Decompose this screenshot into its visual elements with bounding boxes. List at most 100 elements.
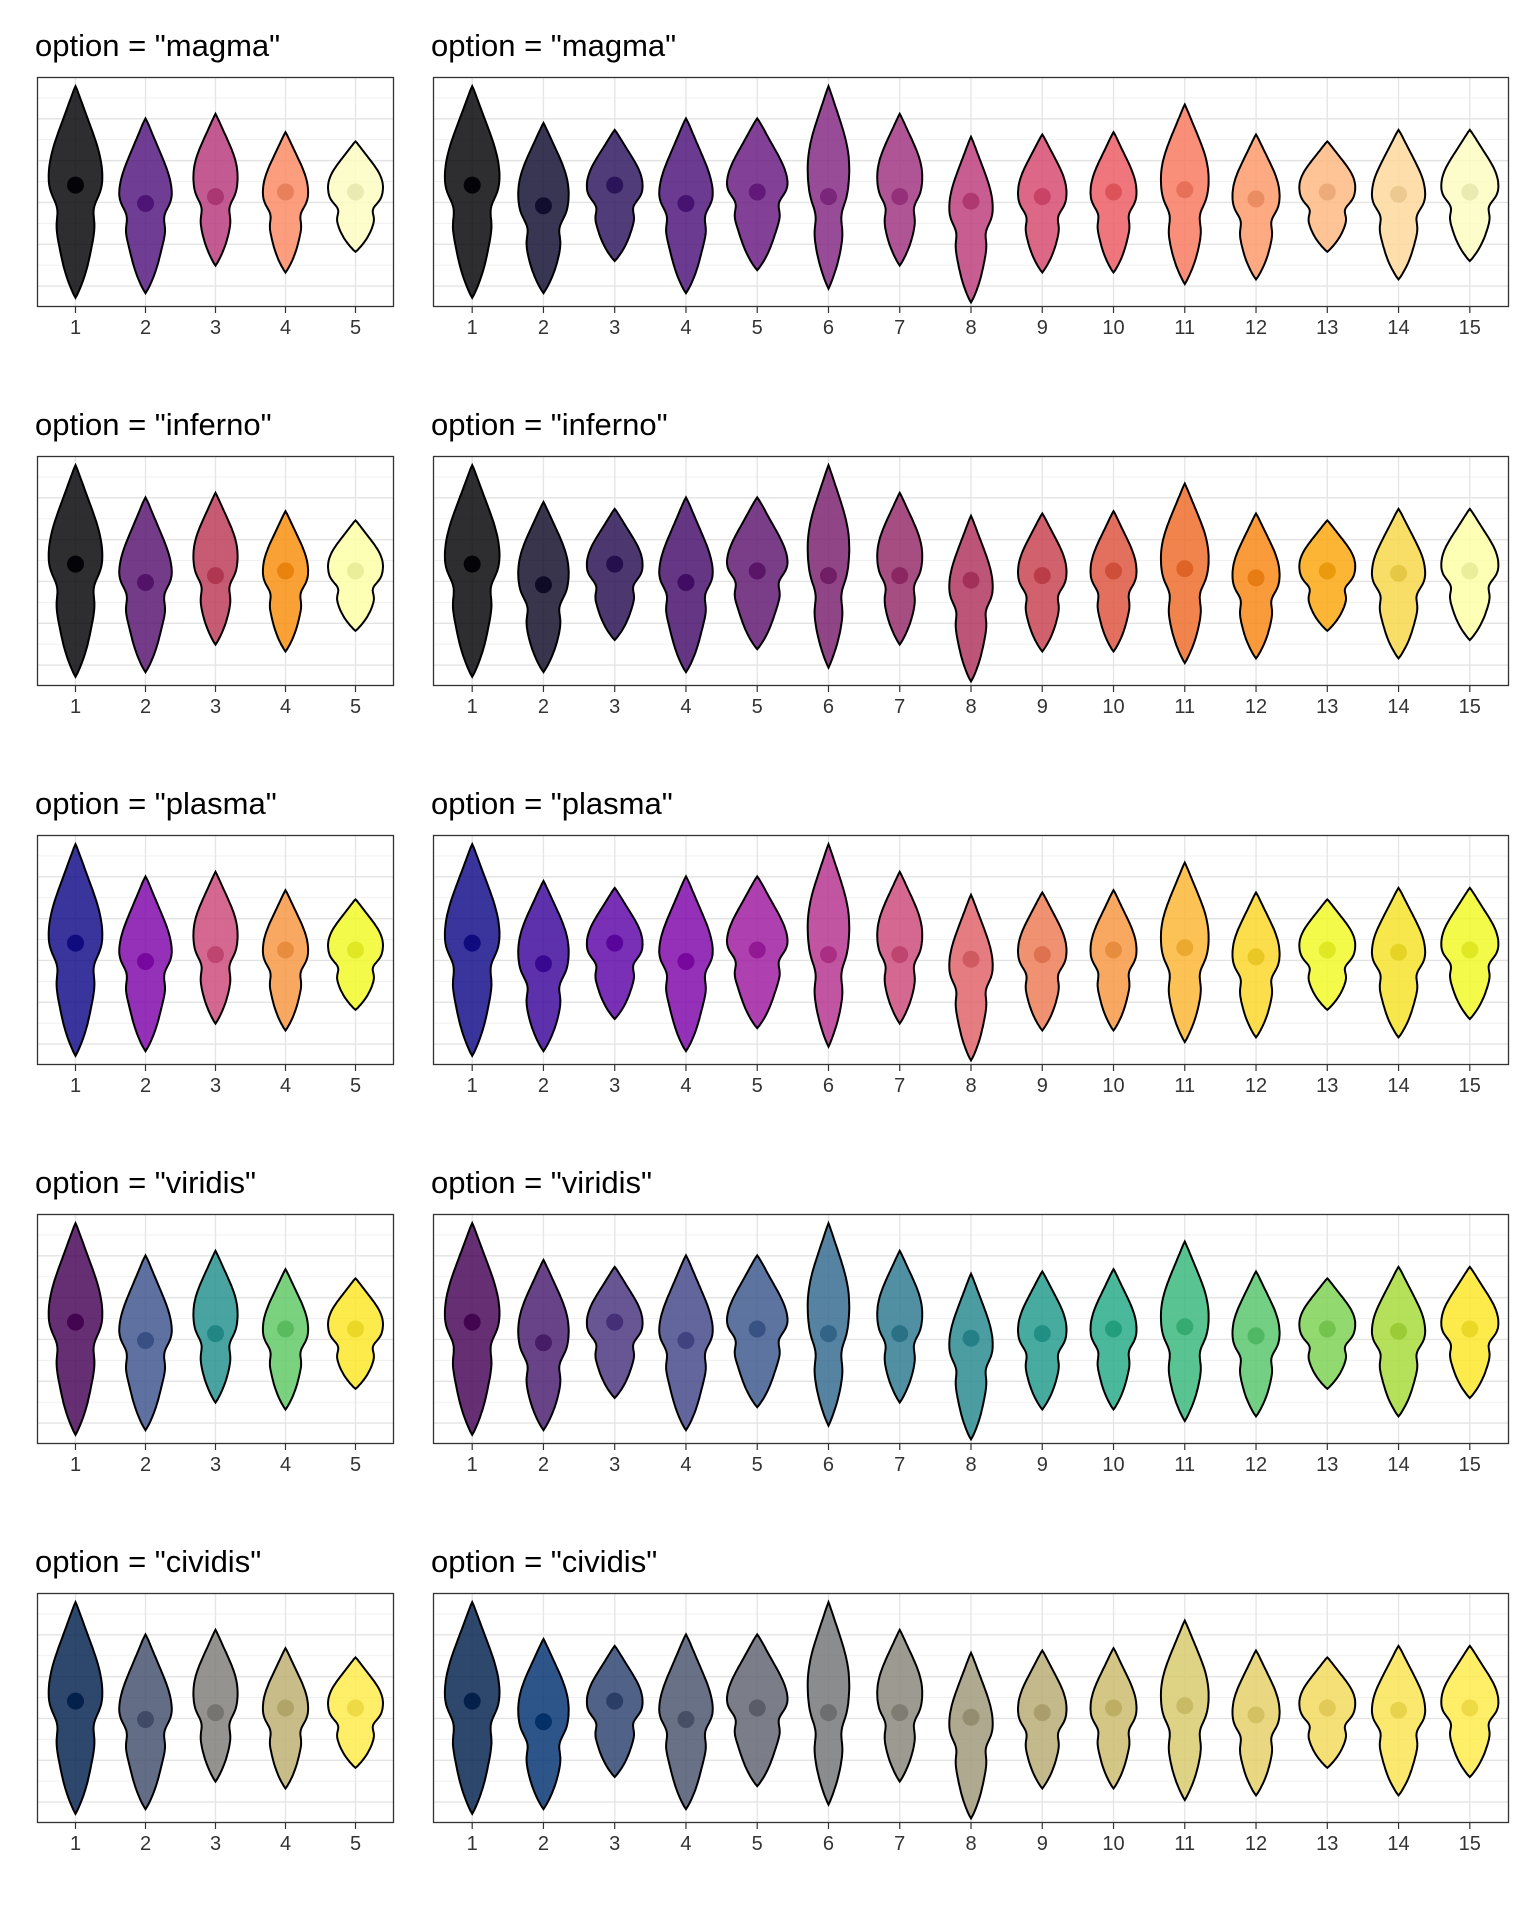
panel-title: option = "cividis" bbox=[35, 1544, 262, 1579]
violin-4 bbox=[261, 1267, 310, 1412]
panel-border bbox=[36, 455, 395, 687]
median-point-3 bbox=[207, 188, 224, 206]
median-point-15 bbox=[1461, 183, 1479, 201]
x-tick-label: 1 bbox=[70, 1075, 81, 1097]
median-point-3 bbox=[207, 1325, 224, 1343]
x-tick-label: 5 bbox=[350, 1454, 361, 1476]
median-point-2 bbox=[534, 955, 552, 973]
violin-6 bbox=[806, 1599, 851, 1807]
median-point-14 bbox=[1390, 943, 1408, 961]
x-tick-label: 15 bbox=[1459, 1075, 1481, 1097]
x-tick-label: 7 bbox=[894, 1454, 905, 1476]
x-tick-label: 4 bbox=[280, 1075, 291, 1097]
median-point-3 bbox=[207, 567, 224, 585]
x-tick-label: 3 bbox=[609, 1075, 620, 1097]
x-tick-label: 4 bbox=[680, 317, 691, 339]
chart-panel: 1 2 3 4 5 bbox=[36, 455, 395, 726]
x-tick-label: 12 bbox=[1245, 1833, 1267, 1855]
x-tick-label: 14 bbox=[1387, 1075, 1409, 1097]
panel-border bbox=[432, 1213, 1510, 1445]
x-tick-label: 2 bbox=[140, 696, 151, 718]
chart-panel: 1 2 3 4 5 6 7 8 9 10 11 12 13 14 15 bbox=[432, 455, 1510, 726]
x-tick-label: 4 bbox=[280, 696, 291, 718]
x-tick-label: 2 bbox=[538, 1075, 549, 1097]
x-tick-label: 15 bbox=[1459, 1454, 1481, 1476]
median-point-14 bbox=[1390, 1701, 1408, 1719]
x-tick-label: 6 bbox=[823, 1075, 834, 1097]
median-point-2 bbox=[534, 197, 552, 215]
x-tick-label: 2 bbox=[140, 1833, 151, 1855]
median-point-9 bbox=[1033, 188, 1051, 206]
median-point-1 bbox=[67, 176, 84, 194]
violin-14 bbox=[1370, 886, 1427, 1040]
x-tick-label: 11 bbox=[1174, 696, 1195, 718]
median-point-4 bbox=[277, 941, 294, 959]
violin-3 bbox=[585, 1644, 644, 1779]
chart-svg: 1 2 3 4 5 bbox=[36, 455, 395, 718]
median-point-1 bbox=[463, 176, 481, 194]
violin-14 bbox=[1370, 507, 1427, 661]
x-tick-label: 11 bbox=[1174, 1833, 1195, 1855]
median-point-14 bbox=[1390, 185, 1408, 203]
x-tick-label: 2 bbox=[140, 1075, 151, 1097]
median-point-2 bbox=[137, 1332, 154, 1349]
chart-panel: 1 2 3 4 5 bbox=[36, 1213, 395, 1484]
median-point-8 bbox=[962, 1708, 980, 1726]
x-tick-label: 3 bbox=[210, 317, 221, 339]
x-tick-label: 9 bbox=[1037, 696, 1048, 718]
panel-border bbox=[36, 1213, 395, 1445]
x-tick-label: 7 bbox=[894, 696, 905, 718]
median-point-15 bbox=[1461, 1320, 1479, 1338]
violin-3 bbox=[585, 507, 644, 642]
median-point-4 bbox=[677, 953, 695, 970]
median-point-3 bbox=[606, 176, 624, 194]
x-tick-label: 8 bbox=[965, 1833, 976, 1855]
median-point-5 bbox=[748, 183, 766, 201]
median-point-12 bbox=[1247, 948, 1265, 966]
x-tick-label: 3 bbox=[609, 696, 620, 718]
x-tick-label: 14 bbox=[1387, 317, 1409, 339]
median-point-5 bbox=[748, 941, 766, 959]
median-point-5 bbox=[347, 941, 364, 959]
x-tick-label: 9 bbox=[1037, 1454, 1048, 1476]
x-tick-label: 8 bbox=[965, 1454, 976, 1476]
median-point-12 bbox=[1247, 1327, 1265, 1345]
panel-border bbox=[36, 834, 395, 1066]
x-tick-label: 4 bbox=[280, 1833, 291, 1855]
x-tick-label: 13 bbox=[1316, 1075, 1338, 1097]
x-tick-label: 4 bbox=[680, 696, 691, 718]
median-point-14 bbox=[1390, 1322, 1408, 1340]
x-tick-label: 2 bbox=[140, 317, 151, 339]
median-point-1 bbox=[463, 555, 481, 573]
median-point-4 bbox=[277, 1320, 294, 1338]
x-tick-label: 1 bbox=[70, 317, 81, 339]
median-point-2 bbox=[534, 576, 552, 594]
median-point-14 bbox=[1390, 564, 1408, 582]
x-tick-label: 5 bbox=[350, 317, 361, 339]
violin-10 bbox=[1089, 1646, 1138, 1791]
median-point-15 bbox=[1461, 562, 1479, 580]
chart-svg: 1 2 3 4 5 bbox=[36, 1592, 395, 1855]
panel-border bbox=[432, 834, 1510, 1066]
median-point-9 bbox=[1033, 1704, 1051, 1722]
x-tick-label: 3 bbox=[609, 317, 620, 339]
x-tick-label: 9 bbox=[1037, 1833, 1048, 1855]
x-tick-label: 8 bbox=[965, 317, 976, 339]
x-tick-label: 5 bbox=[350, 696, 361, 718]
panel-title: option = "plasma" bbox=[35, 786, 277, 821]
x-tick-label: 1 bbox=[467, 1075, 478, 1097]
median-point-4 bbox=[277, 1699, 294, 1717]
median-point-7 bbox=[891, 1325, 909, 1343]
x-tick-label: 1 bbox=[467, 696, 478, 718]
median-point-2 bbox=[534, 1713, 552, 1731]
panel-border bbox=[432, 1592, 1510, 1824]
violin-3 bbox=[585, 128, 644, 263]
median-point-6 bbox=[819, 1704, 837, 1722]
median-point-3 bbox=[207, 946, 224, 964]
panel-title: option = "inferno" bbox=[431, 407, 668, 442]
chart-svg: 1 2 3 4 5 6 7 8 9 10 11 12 13 14 15 bbox=[432, 76, 1510, 339]
violin-8 bbox=[948, 513, 994, 684]
median-point-11 bbox=[1176, 560, 1194, 578]
median-point-7 bbox=[891, 1704, 909, 1722]
